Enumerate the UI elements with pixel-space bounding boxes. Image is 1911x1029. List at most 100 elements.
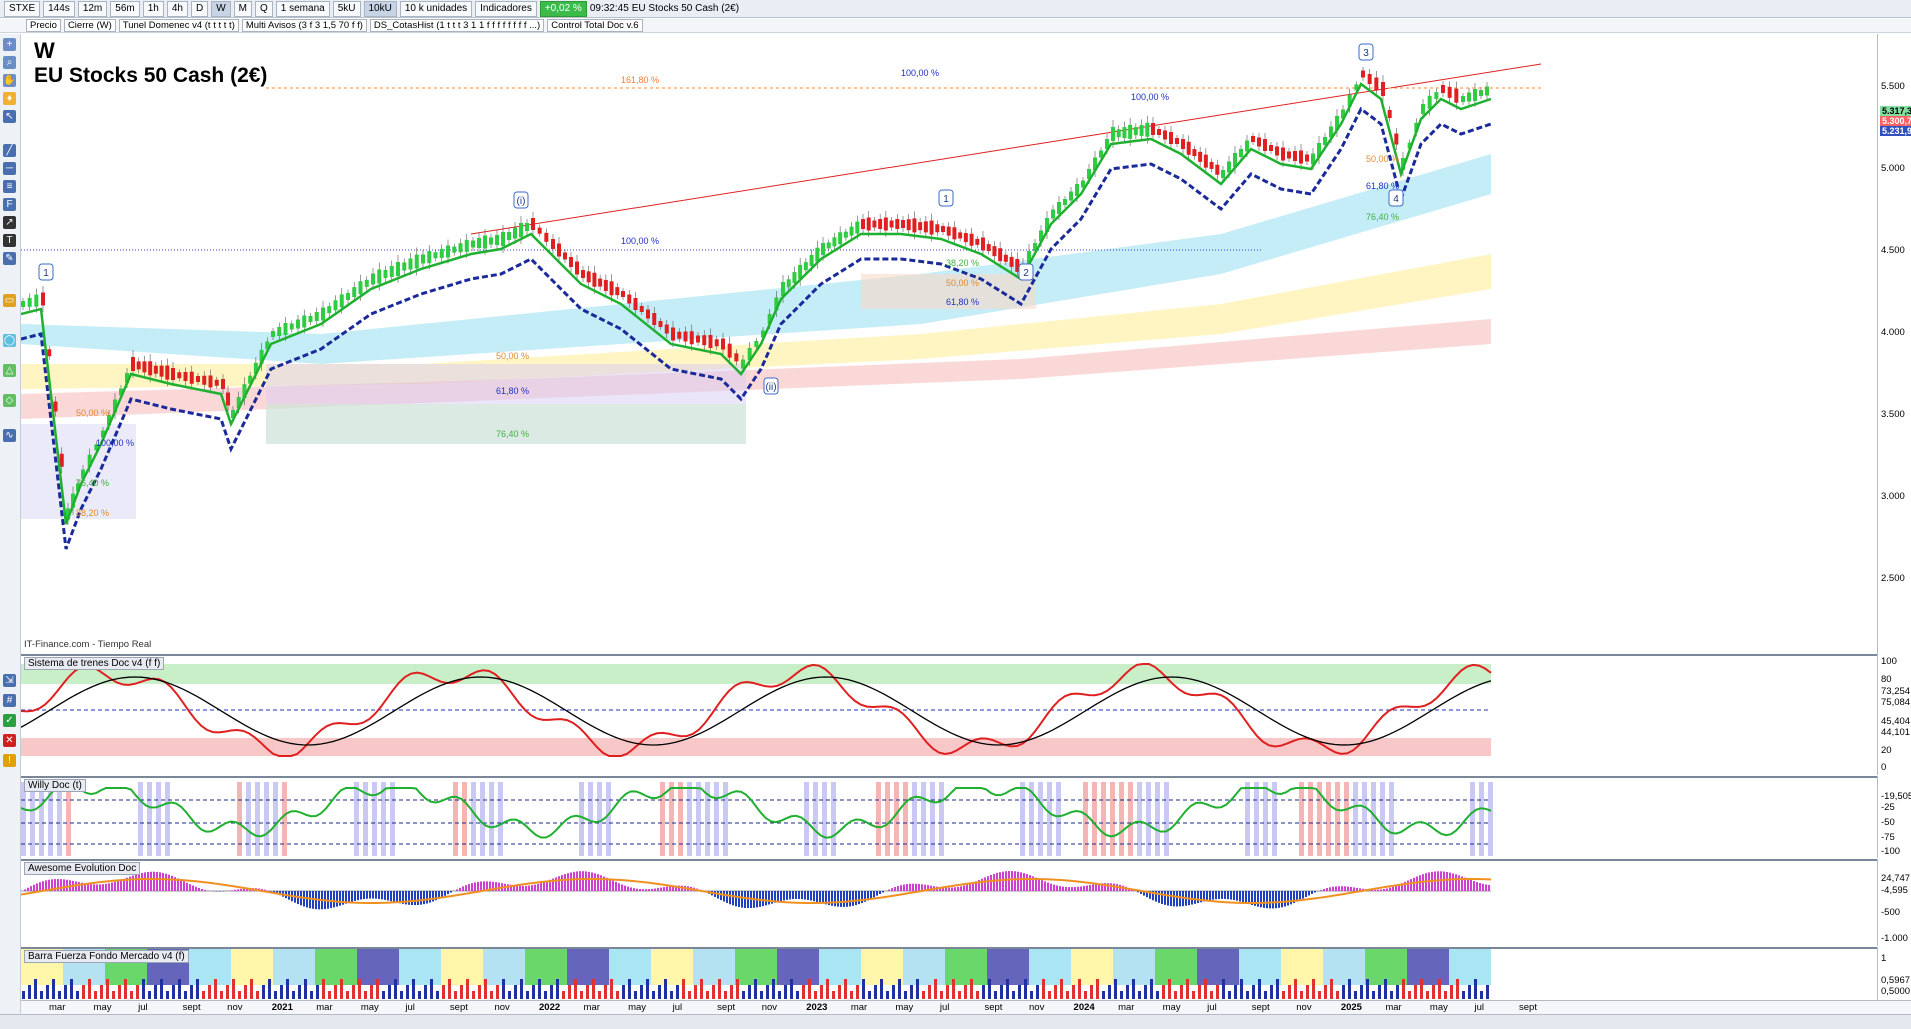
units-select[interactable]: 10 k unidades	[400, 1, 472, 17]
strength-zone	[1179, 949, 1185, 985]
histogram-bar	[1479, 883, 1481, 891]
strength-zone	[1359, 949, 1365, 985]
panel-label[interactable]: Barra Fuerza Fondo Mercado v4 (f)	[24, 950, 189, 963]
time-axis-label: jul	[1474, 1002, 1484, 1013]
strength-bar	[952, 979, 955, 999]
histogram-bar	[834, 891, 836, 906]
text-tool-icon[interactable]: T	[3, 234, 16, 247]
strength-bar	[490, 991, 493, 999]
strength-bar	[898, 979, 901, 999]
indicators-button[interactable]: Indicadores	[475, 1, 537, 17]
measure-icon[interactable]: ⇲	[3, 674, 16, 687]
arrow-tool-icon[interactable]: ↗	[3, 216, 16, 229]
delete-icon[interactable]: ✕	[3, 734, 16, 747]
period-m[interactable]: M	[234, 1, 252, 17]
pen-tool-icon[interactable]: ✎	[3, 252, 16, 265]
panel-label[interactable]: Willy Doc (t)	[24, 779, 86, 792]
period-d[interactable]: D	[191, 1, 208, 17]
histogram-bar	[162, 873, 164, 891]
histogram-bar	[966, 885, 968, 891]
warning-icon[interactable]: !	[3, 754, 16, 767]
hand-icon[interactable]: ✋	[3, 74, 16, 87]
units-5ku[interactable]: 5kU	[333, 1, 361, 17]
indicator-tab[interactable]: DS_CotasHist (1 t t t 3 1 1 f f f f f f …	[370, 19, 544, 32]
panel-label[interactable]: Awesome Evolution Doc	[24, 862, 140, 875]
status-bar	[0, 1014, 1911, 1029]
strength-bar	[580, 991, 583, 999]
pattern-tool-icon[interactable]: ◇	[3, 394, 16, 407]
rectangle-tool-icon[interactable]: ▭	[3, 294, 16, 307]
cursor-icon[interactable]: ↖	[3, 110, 16, 123]
strength-panel[interactable]: Barra Fuerza Fondo Mercado v4 (f)	[21, 947, 1877, 1002]
candle	[1299, 151, 1303, 164]
signal-bar	[678, 782, 683, 856]
indicator-tab[interactable]: Cierre (W)	[64, 19, 116, 32]
time-axis-label: sept	[450, 1002, 468, 1013]
grid-icon[interactable]: #	[3, 694, 16, 707]
crosshair-icon[interactable]: +	[3, 38, 16, 51]
channel-tool-icon[interactable]: ≡	[3, 180, 16, 193]
candle	[427, 251, 431, 263]
fibonacci-icon[interactable]: F	[3, 198, 16, 211]
period-1h[interactable]: 1h	[143, 1, 164, 17]
period-144s[interactable]: 144s	[43, 1, 75, 17]
zoom-icon[interactable]: ⌕	[3, 56, 16, 69]
strength-zone	[957, 949, 963, 985]
strength-bar	[946, 985, 949, 999]
awesome-panel[interactable]: Awesome Evolution Doc	[21, 859, 1877, 948]
willy-panel[interactable]: Willy Doc (t)	[21, 776, 1877, 860]
candle	[184, 372, 188, 381]
histogram-bar	[120, 880, 122, 891]
wave-tool-icon[interactable]: ∿	[3, 429, 16, 442]
indicator-tab[interactable]: Tunel Domenec v4 (t t t t t)	[119, 19, 239, 32]
candle	[137, 361, 141, 369]
histogram-bar	[786, 891, 788, 900]
triangle-tool-icon[interactable]: △	[3, 364, 16, 377]
period-4h[interactable]: 4h	[167, 1, 188, 17]
candle	[975, 239, 979, 245]
signal-bar	[714, 782, 719, 856]
period-letter: W	[34, 38, 55, 64]
trains-panel[interactable]: Sistema de trenes Doc v4 (f f)	[21, 654, 1877, 777]
hline-tool-icon[interactable]: ─	[3, 162, 16, 175]
histogram-bar	[384, 891, 386, 900]
candle	[592, 273, 596, 287]
strength-zone	[255, 949, 261, 985]
line-tool-icon[interactable]: ╱	[3, 144, 16, 157]
period-56m[interactable]: 56m	[110, 1, 139, 17]
panel-label[interactable]: Sistema de trenes Doc v4 (f f)	[24, 657, 164, 670]
range-select[interactable]: 1 semana	[276, 1, 330, 17]
histogram-bar	[579, 871, 581, 891]
strength-zone	[1299, 949, 1305, 985]
symbol-select[interactable]: STXE	[4, 1, 40, 17]
period-12m[interactable]: 12m	[78, 1, 107, 17]
indicator-tab[interactable]: Multi Avisos (3 f 3 1,5 70 f f)	[242, 19, 367, 32]
period-q[interactable]: Q	[255, 1, 273, 17]
histogram-bar	[381, 891, 383, 899]
indicator-tab[interactable]: Control Total Doc v.6	[547, 19, 642, 32]
histogram-bar	[1338, 886, 1340, 891]
histogram-bar	[1488, 885, 1490, 891]
time-axis-label: mar	[316, 1002, 332, 1013]
strength-bar	[142, 979, 145, 999]
histogram-bar	[576, 871, 578, 891]
histogram-bar	[630, 887, 632, 891]
strength-bar	[130, 991, 133, 999]
period-w[interactable]: W	[211, 1, 230, 17]
units-10ku[interactable]: 10kU	[364, 1, 397, 17]
check-icon[interactable]: ✓	[3, 714, 16, 727]
ellipse-tool-icon[interactable]: ◯	[3, 334, 16, 347]
strength-bar	[694, 985, 697, 999]
strength-zone	[291, 949, 297, 985]
histogram-bar	[723, 891, 725, 902]
signal-bar	[876, 782, 881, 856]
indicator-tab[interactable]: Precio	[26, 19, 61, 32]
histogram-bar	[27, 888, 29, 891]
strength-zone	[813, 949, 819, 985]
histogram-bar	[1323, 889, 1325, 891]
strength-bar	[1222, 979, 1225, 999]
alarm-icon[interactable]: ♦	[3, 92, 16, 105]
